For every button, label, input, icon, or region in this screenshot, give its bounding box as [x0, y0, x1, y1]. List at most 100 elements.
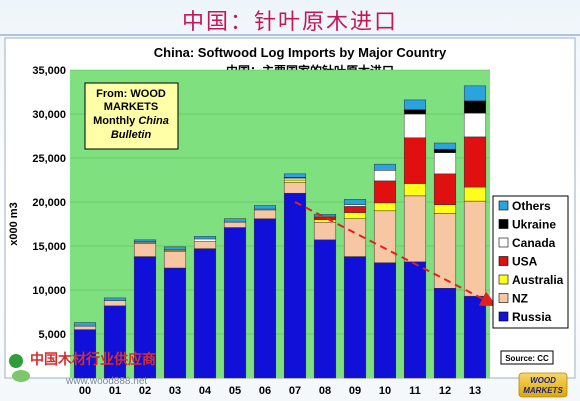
bar-canada-11: [403, 113, 427, 139]
bar-nz-00: [73, 325, 97, 330]
bar-canada-10: [373, 170, 397, 182]
bar-stacks: [73, 85, 487, 379]
x-tick-label: 12: [439, 385, 451, 397]
legend-label-usa: USA: [512, 255, 538, 269]
wood-markets-logo: WOOD MARKETS: [518, 372, 568, 398]
bar-others-06: [253, 205, 277, 210]
bar-stack-10: [373, 163, 397, 379]
bar-others-00: [73, 322, 97, 327]
bar-others-09: [343, 199, 367, 205]
bar-stack-07: [283, 173, 307, 379]
bar-nz-10: [373, 210, 397, 263]
annotation-line-4: Bulletin: [111, 129, 152, 141]
bar-others-02: [133, 239, 157, 242]
bar-ukraine-13: [463, 100, 487, 114]
bar-others-04: [193, 236, 217, 240]
bar-nz-06: [253, 209, 277, 219]
bar-usa-09: [343, 206, 367, 213]
bar-nz-04: [193, 241, 217, 249]
bar-nz-13: [463, 200, 487, 297]
x-tick-label: 05: [229, 385, 241, 397]
x-tick-label: 08: [319, 385, 331, 397]
bar-usa-10: [373, 180, 397, 204]
y-tick-label: 25,000: [32, 153, 66, 165]
bar-nz-07: [283, 182, 307, 194]
annotation-line-3a: Monthly: [93, 115, 136, 127]
legend-label-others: Others: [512, 199, 551, 213]
bar-russia-03: [163, 267, 187, 379]
y-tick-label: 15,000: [32, 241, 66, 253]
bar-nz-08: [313, 221, 337, 241]
x-tick-label: 13: [469, 385, 481, 397]
trend-arrow: [294, 201, 497, 306]
bar-others-03: [163, 246, 187, 250]
bar-nz-02: [133, 243, 157, 257]
watermark-leaf-icon: [9, 354, 23, 368]
x-tick-label: 02: [139, 385, 151, 397]
bar-russia-12: [433, 287, 457, 379]
bar-ukraine-12: [433, 148, 457, 153]
bar-others-01: [103, 297, 127, 301]
bar-stack-02: [133, 239, 157, 379]
bar-australia-11: [403, 183, 427, 197]
bar-australia-09: [343, 212, 367, 219]
logo-line-1: WOOD: [530, 376, 556, 385]
bar-stack-00: [73, 322, 97, 379]
bar-stack-08: [313, 214, 337, 379]
y-axis-label: x000 m3: [8, 202, 20, 245]
bar-russia-04: [193, 248, 217, 379]
legend-swatch-others: [498, 200, 509, 211]
bar-canada-07: [283, 177, 307, 181]
watermark-url: www.wood888.net: [65, 376, 147, 387]
x-tick-label: 00: [79, 385, 91, 397]
bar-others-12: [433, 142, 457, 150]
bar-others-05: [223, 218, 247, 222]
bar-russia-06: [253, 218, 277, 379]
x-tick-label: 10: [379, 385, 391, 397]
legend-swatch-nz: [498, 293, 509, 303]
legend: Others Ukraine Canada USA Australia NZ Russia: [492, 195, 569, 329]
bar-usa-12: [433, 173, 457, 205]
bar-nz-03: [163, 251, 187, 269]
annotation-line-1: From: WOOD: [96, 88, 166, 100]
legend-swatch-australia: [498, 274, 509, 285]
bar-australia-13: [463, 186, 487, 202]
logo-line-2: MARKETS: [523, 386, 563, 395]
y-tick-label: 10,000: [32, 285, 66, 297]
bar-nz-12: [433, 213, 457, 289]
bar-others-10: [373, 163, 397, 171]
legend-swatch-canada: [498, 237, 509, 248]
bar-others-13: [463, 85, 487, 102]
bar-stack-09: [343, 199, 367, 379]
chart-title: China: Softwood Log Imports by Major Cou…: [154, 45, 447, 60]
bar-stack-01: [103, 297, 127, 379]
y-tick-label: 35,000: [32, 65, 66, 77]
bar-canada-09: [343, 204, 367, 207]
annotation-box: From: WOOD MARKETS Monthly China Bulleti…: [84, 82, 179, 150]
bar-usa-13: [463, 136, 487, 188]
legend-label-nz: NZ: [512, 292, 528, 306]
annotation-line-3: Monthly China: [93, 115, 169, 127]
bar-stack-11: [403, 99, 427, 379]
legend-label-russia: Russia: [512, 310, 552, 324]
legend-swatch-ukraine: [498, 219, 509, 229]
x-tick-label: 03: [169, 385, 181, 397]
bar-stack-05: [223, 218, 247, 379]
legend-label-australia: Australia: [512, 273, 564, 287]
bar-russia-13: [463, 295, 487, 379]
bar-nz-11: [403, 195, 427, 263]
y-tick-label: 20,000: [32, 197, 66, 209]
bar-canada-04: [193, 238, 217, 242]
legend-label-ukraine: Ukraine: [512, 218, 556, 232]
title-divider: [0, 34, 580, 36]
bar-others-11: [403, 99, 427, 110]
bar-usa-11: [403, 137, 427, 184]
bar-australia-07: [283, 179, 307, 183]
watermark-text: 中国木材行业供应商: [30, 351, 156, 368]
x-tick-label: 07: [289, 385, 301, 397]
bar-russia-11: [403, 261, 427, 379]
annotation-line-2: MARKETS: [104, 101, 158, 113]
legend-label-canada: Canada: [512, 236, 556, 250]
